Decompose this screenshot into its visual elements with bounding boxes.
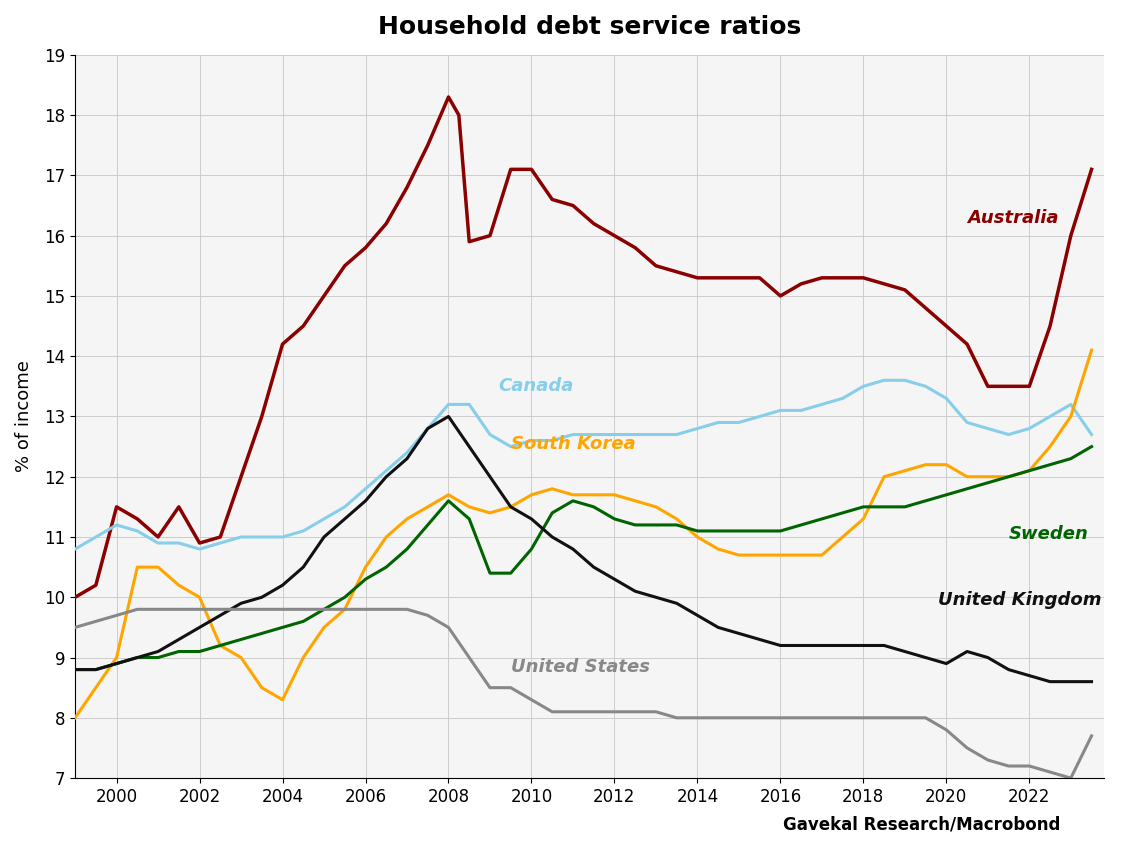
Text: Canada: Canada xyxy=(498,377,573,395)
Text: South Korea: South Korea xyxy=(511,434,635,452)
Text: Sweden: Sweden xyxy=(1009,525,1089,543)
Title: Household debt service ratios: Household debt service ratios xyxy=(378,15,801,39)
Text: United States: United States xyxy=(511,657,650,675)
Text: United Kingdom: United Kingdom xyxy=(938,592,1101,610)
Y-axis label: % of income: % of income xyxy=(15,361,33,473)
Text: Australia: Australia xyxy=(967,209,1059,227)
Text: Gavekal Research/Macrobond: Gavekal Research/Macrobond xyxy=(783,816,1060,834)
